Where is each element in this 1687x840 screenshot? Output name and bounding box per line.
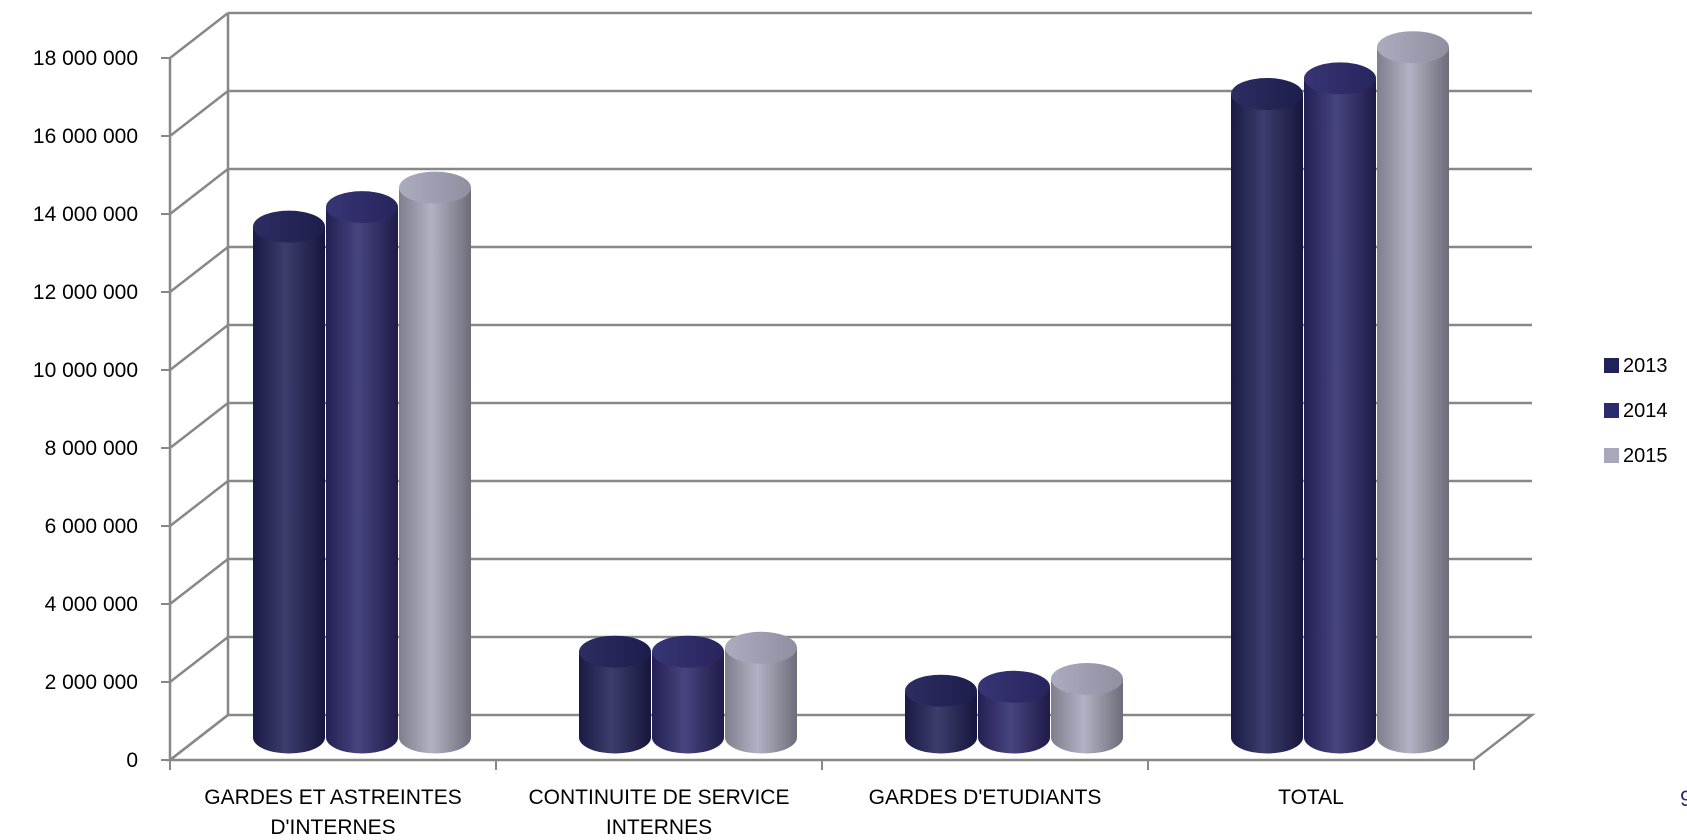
y-tick-label: 4 000 000 [45,593,138,616]
bar-top [652,635,724,668]
bar [326,191,398,754]
y-tick-label: 10 000 000 [33,359,138,382]
axis-layer: 0 2 000 000 4 000 000 6 000 000 8 000 000 10 … [33,47,1475,839]
y-tick-label: 8 000 000 [45,437,138,460]
bar [579,635,651,754]
bar-top [1231,78,1303,110]
legend-label: 2014 [1623,400,1668,422]
gridline-depth [169,480,229,527]
bar [253,210,325,754]
legend-swatch [1604,448,1619,463]
bar [725,631,797,754]
gridline-depth [169,402,229,449]
bar [978,670,1050,754]
gridline-depth [169,324,229,371]
bar [652,635,724,754]
x-category-label: TOTAL [1278,786,1344,809]
bar-top [905,674,977,707]
bar-top [725,631,797,664]
bar [399,171,471,754]
bar-body [399,187,471,754]
legend-item: 2014 [1604,400,1668,422]
bar-body [1051,679,1123,754]
y-tick-label: 12 000 000 [33,281,138,304]
bar-body [326,207,398,754]
bar-top [978,670,1050,703]
bar-body [1231,94,1303,754]
gridline-depth [169,168,229,215]
legend-label: 2015 [1623,445,1668,467]
bar-body [905,690,977,754]
legend-swatch [1604,358,1619,373]
legend-item: 2013 [1604,355,1668,377]
y-tick-label: 16 000 000 [33,125,138,148]
bar [905,674,977,754]
x-category-label: D'INTERNES [270,816,395,839]
bar-top [1377,31,1449,64]
bar-top [399,171,471,204]
page-marker: 9 [1680,786,1687,811]
legend-item: 2015 [1604,445,1668,467]
gridline-depth [169,246,229,293]
legend: 2013 2014 2015 [1604,355,1668,467]
bar-top [1304,62,1376,95]
bar-body [652,651,724,754]
y-tick-label: 0 [126,749,138,772]
legend-label: 2013 [1623,355,1668,377]
bar-top [326,191,398,224]
bar-top [579,635,651,668]
gridline-depth [169,12,229,59]
bar-top [1051,663,1123,695]
bar-body [579,651,651,754]
bar-layer [253,31,1449,754]
bar [1377,31,1449,754]
bar-body [978,686,1050,754]
y-tick-label: 18 000 000 [33,47,138,70]
x-category-label: INTERNES [606,816,712,839]
gridline-depth [169,90,229,137]
legend-swatch [1604,403,1619,418]
gridline-depth [169,558,229,605]
gridline-depth [169,636,229,683]
bar-top [253,210,325,243]
bar-body [1304,78,1376,754]
bar-body [1377,47,1449,754]
bar-body [253,226,325,754]
bar [1304,62,1376,754]
y-tick-label: 6 000 000 [45,515,138,538]
y-tick-label: 14 000 000 [33,203,138,226]
x-category-label: CONTINUITE DE SERVICE [529,786,790,809]
bar-body [725,647,797,754]
bar [1231,78,1303,754]
floor [166,713,1536,762]
bar [1051,663,1123,754]
y-tick-label: 2 000 000 [45,671,138,694]
x-category-label: GARDES D'ETUDIANTS [869,786,1102,809]
x-category-label: GARDES ET ASTREINTES [204,786,462,809]
